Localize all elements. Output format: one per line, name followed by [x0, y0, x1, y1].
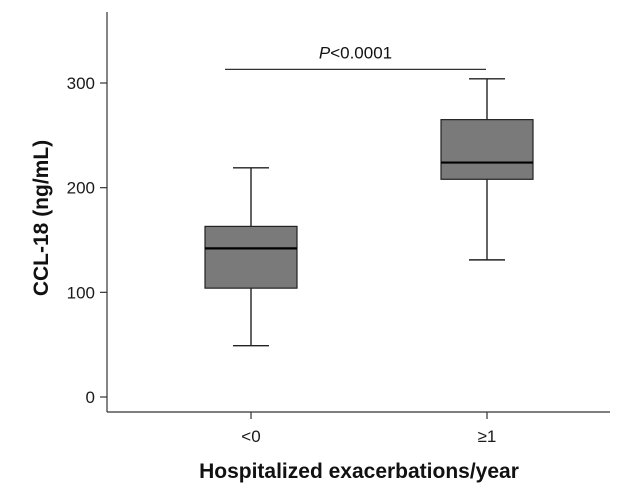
y-tick-label: 0 [86, 388, 95, 407]
p-value-prefix: P [319, 43, 331, 62]
y-axis-title: CCL-18 (ng/mL) [30, 140, 53, 296]
iqr-box [204, 225, 298, 289]
box-group [204, 167, 298, 347]
p-value-text: <0.0001 [330, 43, 392, 62]
p-value-label: P<0.0001 [319, 43, 392, 62]
iqr-box [440, 119, 534, 180]
x-tick-label: ≥1 [478, 427, 497, 446]
box-group [440, 78, 534, 261]
boxes [204, 78, 534, 347]
y-tick-label: 100 [67, 283, 95, 302]
x-axis-title: Hospitalized exacerbations/year [199, 460, 519, 483]
y-axis: 0 100 200 300 [67, 12, 108, 412]
y-tick-label: 300 [67, 74, 95, 93]
y-tick-label: 200 [67, 179, 95, 198]
x-tick-label: <0 [241, 427, 260, 446]
x-axis: <0 ≥1 [107, 411, 610, 446]
significance-annotation: P<0.0001 [225, 43, 486, 70]
